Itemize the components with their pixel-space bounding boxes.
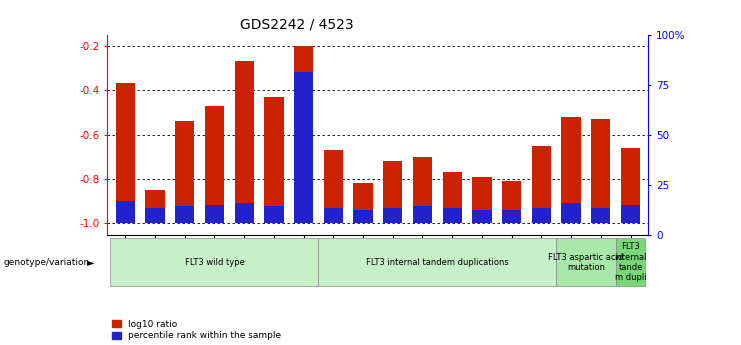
Bar bbox=[621, 148, 640, 224]
Title: GDS2242 / 4523: GDS2242 / 4523 bbox=[240, 18, 353, 32]
Bar bbox=[294, 72, 313, 224]
Bar bbox=[353, 210, 373, 224]
Bar bbox=[442, 172, 462, 224]
Bar bbox=[442, 208, 462, 224]
Bar bbox=[562, 117, 581, 224]
Bar bbox=[383, 161, 402, 224]
Text: FLT3 aspartic acid
mutation: FLT3 aspartic acid mutation bbox=[548, 253, 624, 272]
Bar bbox=[324, 150, 343, 224]
Text: genotype/variation: genotype/variation bbox=[4, 258, 90, 267]
Bar bbox=[532, 146, 551, 224]
Bar bbox=[502, 181, 522, 224]
Bar bbox=[621, 205, 640, 224]
Bar bbox=[205, 106, 224, 224]
Bar bbox=[532, 208, 551, 224]
Bar bbox=[294, 46, 313, 224]
Legend: log10 ratio, percentile rank within the sample: log10 ratio, percentile rank within the … bbox=[112, 320, 282, 341]
Bar bbox=[353, 184, 373, 224]
Bar bbox=[591, 208, 611, 224]
Bar bbox=[234, 61, 254, 224]
Text: FLT3 wild type: FLT3 wild type bbox=[185, 258, 245, 267]
Text: FLT3 internal tandem duplications: FLT3 internal tandem duplications bbox=[366, 258, 509, 267]
Bar bbox=[562, 203, 581, 224]
Bar bbox=[265, 206, 284, 224]
Bar bbox=[591, 119, 611, 224]
Bar bbox=[116, 83, 135, 224]
Bar bbox=[472, 210, 491, 224]
Bar bbox=[145, 208, 165, 224]
Bar bbox=[502, 210, 522, 224]
Bar bbox=[205, 205, 224, 224]
Bar bbox=[175, 206, 194, 224]
Bar bbox=[265, 97, 284, 224]
Bar bbox=[175, 121, 194, 224]
Text: ►: ► bbox=[87, 257, 95, 267]
Bar bbox=[413, 206, 432, 224]
Bar bbox=[413, 157, 432, 224]
Bar bbox=[383, 208, 402, 224]
Bar bbox=[116, 201, 135, 224]
Bar bbox=[472, 177, 491, 224]
Bar bbox=[324, 208, 343, 224]
Bar bbox=[234, 203, 254, 224]
Text: FLT3
internal
tande
m dupli: FLT3 internal tande m dupli bbox=[614, 242, 647, 282]
Bar bbox=[145, 190, 165, 224]
